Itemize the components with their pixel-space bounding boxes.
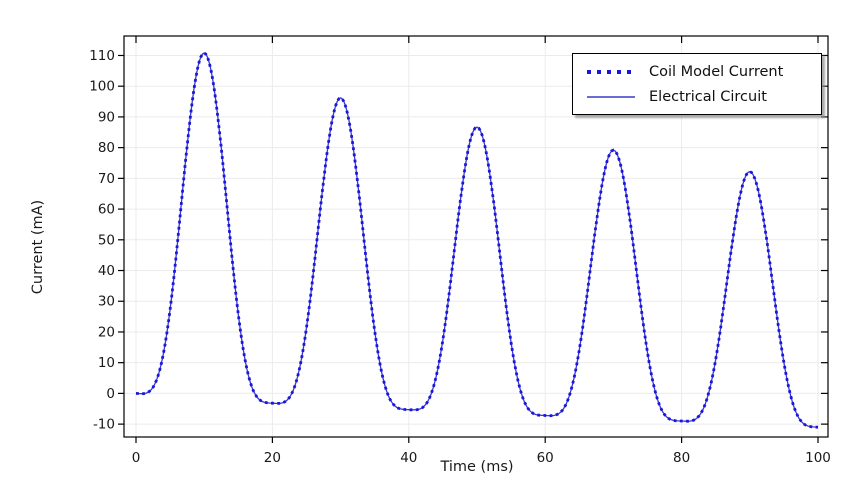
x-tick-labels: 0 20 40 60 80 100 [132,450,831,466]
legend-item-electrical-circuit: Electrical Circuit [585,87,821,107]
series-coil-model-current [135,51,819,429]
solid-line-sample-icon [587,95,635,98]
y-axis-label: Current (mA) [30,199,46,295]
svg-text:60: 60 [537,450,554,466]
svg-text:0: 0 [132,450,141,466]
svg-text:20: 20 [264,450,281,466]
svg-text:10: 10 [98,355,115,371]
svg-text:110: 110 [89,48,115,64]
svg-text:40: 40 [400,450,417,466]
tick-marks [118,36,828,443]
dotted-line-sample-icon [587,69,635,74]
svg-text:-10: -10 [93,417,115,433]
legend: Coil Model Current Electrical Circuit [572,53,822,115]
legend-label-electrical-circuit: Electrical Circuit [649,88,767,105]
svg-text:0: 0 [106,386,115,402]
svg-text:100: 100 [89,79,115,95]
y-tick-labels: -10 0 10 20 30 40 50 60 70 80 90 100 110 [89,48,115,433]
svg-text:20: 20 [98,324,115,340]
legend-label-coil-model-current: Coil Model Current [649,63,784,80]
plot-border [123,35,829,438]
svg-text:80: 80 [98,140,115,156]
x-axis-label: Time (ms) [440,459,514,475]
svg-text:40: 40 [98,263,115,279]
svg-text:30: 30 [98,294,115,310]
svg-text:100: 100 [805,450,831,466]
svg-text:90: 90 [98,109,115,125]
legend-item-coil-model-current: Coil Model Current [585,62,821,82]
svg-text:80: 80 [673,450,690,466]
svg-text:50: 50 [98,232,115,248]
svg-text:70: 70 [98,171,115,187]
svg-text:60: 60 [98,202,115,218]
